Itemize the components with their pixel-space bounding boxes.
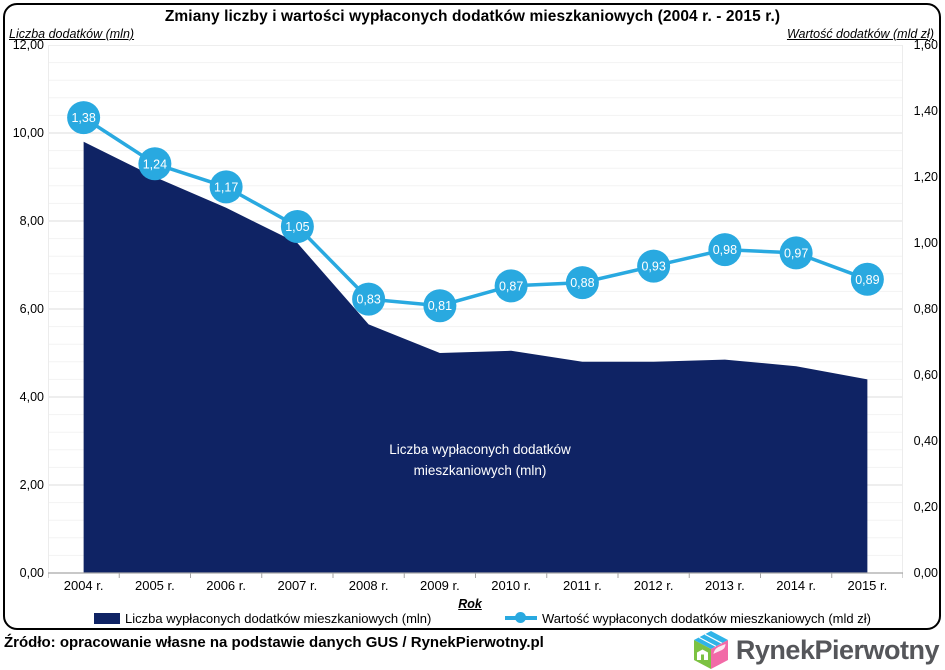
line-swatch-icon bbox=[505, 612, 537, 624]
data-label-bubble: 1,38 bbox=[67, 101, 101, 135]
svg-text:1,17: 1,17 bbox=[214, 180, 238, 194]
plot-area: Liczba wypłaconych dodatków mieszkaniowyc… bbox=[48, 45, 903, 578]
right-axis-tick: 0,40 bbox=[913, 434, 938, 448]
left-axis-title: Liczba dodatków (mln) bbox=[9, 27, 135, 41]
svg-text:0,83: 0,83 bbox=[356, 293, 380, 307]
svg-text:1,38: 1,38 bbox=[71, 111, 95, 125]
svg-text:1,24: 1,24 bbox=[143, 157, 167, 171]
legend-item-area: Liczba wypłaconych dodatków mieszkaniowy… bbox=[94, 610, 431, 626]
x-axis-tick: 2011 r. bbox=[562, 578, 602, 593]
svg-text:0,89: 0,89 bbox=[855, 273, 879, 287]
area-series-label: Liczba wypłaconych dodatków mieszkaniowyc… bbox=[389, 442, 571, 478]
right-axis-tick: 0,60 bbox=[913, 368, 938, 382]
logo-cube-icon bbox=[693, 631, 728, 669]
x-axis-tick: 2010 r. bbox=[491, 578, 531, 593]
legend-item-line: Wartość wypłaconych dodatków mieszkaniow… bbox=[505, 610, 871, 626]
data-label-bubble: 1,05 bbox=[280, 210, 314, 243]
svg-text:0,88: 0,88 bbox=[570, 276, 594, 290]
svg-text:0,98: 0,98 bbox=[713, 243, 737, 257]
right-axis-tick: 0,80 bbox=[913, 302, 938, 316]
data-label-bubble: 0,89 bbox=[850, 262, 884, 296]
data-label-bubble: 0,98 bbox=[708, 233, 742, 267]
x-axis-tick: 2012 r. bbox=[633, 578, 674, 593]
right-axis-tick: 0,00 bbox=[913, 566, 938, 580]
x-axis-tick: 2014 r. bbox=[776, 578, 816, 593]
logo-text: RynekPierwotny bbox=[735, 635, 940, 665]
svg-text:0,97: 0,97 bbox=[784, 246, 808, 260]
data-label-bubble: 1,24 bbox=[138, 147, 172, 181]
right-axis-tick: 1,00 bbox=[913, 236, 938, 250]
data-label-bubble: 0,81 bbox=[423, 289, 457, 323]
x-axis-tick: 2013 r. bbox=[704, 578, 745, 593]
source-note: Źródło: opracowanie własne na podstawie … bbox=[4, 634, 544, 651]
svg-text:0,81: 0,81 bbox=[428, 299, 452, 313]
x-axis-tick: 2008 r. bbox=[348, 578, 389, 593]
left-axis-tick: 0,00 bbox=[19, 566, 44, 580]
data-label-bubble: 0,87 bbox=[494, 269, 528, 303]
svg-text:0,93: 0,93 bbox=[641, 260, 665, 274]
svg-text:0,87: 0,87 bbox=[499, 279, 523, 293]
rynekpierwotny-logo: RynekPierwotny bbox=[691, 630, 940, 670]
right-axis-tick: 0,20 bbox=[913, 500, 938, 514]
right-axis-title: Wartość dodatków (mld zł) bbox=[786, 27, 934, 41]
left-axis-tick: 2,00 bbox=[19, 478, 44, 492]
right-axis-tick: 1,40 bbox=[913, 104, 938, 118]
right-axis-tick: 1,60 bbox=[913, 38, 938, 52]
x-axis-tick: 2007 r. bbox=[277, 578, 318, 593]
data-label-bubble: 0,97 bbox=[779, 236, 813, 270]
left-axis-tick: 4,00 bbox=[19, 390, 44, 404]
right-axis-tick: 1,20 bbox=[913, 170, 938, 184]
left-axis-tick: 10,00 bbox=[12, 126, 44, 140]
data-label-bubble: 1,17 bbox=[209, 170, 243, 204]
x-axis-title: Rok bbox=[458, 597, 482, 611]
data-label-bubble: 0,83 bbox=[352, 282, 386, 316]
data-label-bubble: 0,93 bbox=[637, 249, 671, 283]
left-axis-tick: 8,00 bbox=[19, 214, 44, 228]
area-series bbox=[83, 141, 868, 574]
data-label-bubble: 0,88 bbox=[565, 266, 599, 300]
x-axis-tick: 2005 r. bbox=[134, 578, 175, 593]
legend-label-line: Wartość wypłaconych dodatków mieszkaniow… bbox=[542, 610, 871, 626]
x-axis-tick: 2004 r. bbox=[63, 578, 104, 593]
left-axis-tick: 12,00 bbox=[12, 38, 44, 52]
legend-label-area: Liczba wypłaconych dodatków mieszkaniowy… bbox=[125, 610, 432, 626]
left-axis-tick: 6,00 bbox=[19, 302, 44, 316]
chart-title: Zmiany liczby i wartości wypłaconych dod… bbox=[164, 8, 781, 25]
x-axis-tick: 2006 r. bbox=[206, 578, 246, 593]
svg-text:1,05: 1,05 bbox=[285, 220, 309, 234]
area-swatch-icon bbox=[94, 612, 120, 624]
x-axis-tick: 2015 r. bbox=[847, 578, 888, 593]
x-axis-tick: 2009 r. bbox=[419, 578, 460, 593]
